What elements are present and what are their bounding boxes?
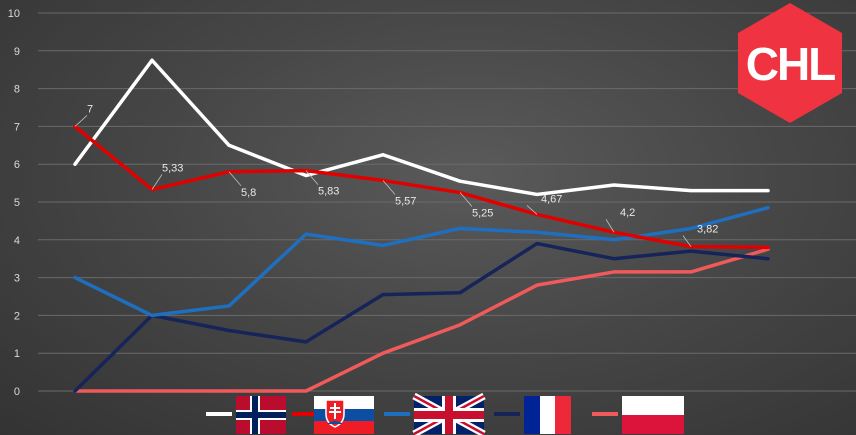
series-line-france bbox=[73, 241, 770, 393]
data-point-norway bbox=[535, 192, 539, 196]
y-tick-label: 9 bbox=[14, 46, 20, 58]
y-tick-label: 2 bbox=[14, 310, 20, 322]
data-point-france bbox=[689, 249, 693, 253]
data-point-france bbox=[227, 329, 231, 333]
data-label: 3,82 bbox=[697, 224, 718, 236]
data-point-norway bbox=[612, 183, 616, 187]
data-label: 7 bbox=[87, 103, 93, 115]
data-point-poland bbox=[458, 323, 462, 327]
data-label-leader bbox=[605, 219, 615, 233]
data-point-norway bbox=[73, 162, 77, 166]
data-point-poland bbox=[535, 283, 539, 287]
data-point-france bbox=[612, 257, 616, 261]
data-label: 5,25 bbox=[472, 208, 493, 220]
y-axis-ticks: 0 1 2 3 4 5 6 7 8 9 10 bbox=[8, 8, 20, 398]
y-tick-label: 0 bbox=[14, 386, 20, 398]
data-label-leader bbox=[682, 235, 692, 247]
data-point-norway bbox=[458, 179, 462, 183]
data-point-norway bbox=[227, 143, 231, 147]
data-point-great-britain bbox=[458, 226, 462, 230]
data-point-great-britain bbox=[73, 276, 77, 280]
y-tick-label: 7 bbox=[14, 121, 20, 133]
data-label: 4,2 bbox=[620, 207, 635, 219]
chl-logo: CHL bbox=[738, 3, 842, 123]
flag-france-icon bbox=[524, 396, 571, 434]
data-point-france bbox=[73, 389, 77, 393]
data-point-france bbox=[381, 293, 385, 297]
flag-slovakia-icon bbox=[314, 396, 374, 434]
data-point-great-britain bbox=[150, 313, 154, 317]
data-label-leader bbox=[228, 171, 242, 187]
data-point-norway bbox=[689, 189, 693, 193]
flag-great-britain-icon bbox=[412, 392, 486, 435]
series-line-slovakia bbox=[73, 124, 770, 250]
data-label-leader bbox=[459, 192, 473, 207]
data-label-leader bbox=[526, 205, 538, 215]
series-lines bbox=[73, 58, 770, 393]
data-label-leader bbox=[382, 180, 396, 195]
data-point-poland bbox=[689, 270, 693, 274]
data-label: 4,67 bbox=[541, 193, 562, 205]
data-point-france bbox=[458, 291, 462, 295]
data-label-leader bbox=[305, 170, 319, 185]
data-point-poland bbox=[612, 270, 616, 274]
y-tick-label: 5 bbox=[14, 197, 20, 209]
y-tick-label: 10 bbox=[8, 8, 20, 20]
data-point-france bbox=[535, 242, 539, 246]
y-tick-label: 1 bbox=[14, 348, 20, 360]
legend bbox=[206, 392, 684, 435]
data-point-great-britain bbox=[304, 232, 308, 236]
data-point-slovakia bbox=[766, 245, 770, 249]
data-point-norway bbox=[766, 189, 770, 193]
data-label: 5,83 bbox=[318, 186, 339, 198]
data-point-poland bbox=[150, 389, 154, 393]
data-label-leader bbox=[151, 174, 163, 190]
series-line-great-britain bbox=[73, 205, 770, 318]
series-line-poland bbox=[73, 247, 770, 393]
flag-norway-icon bbox=[236, 396, 286, 434]
data-point-poland bbox=[381, 351, 385, 355]
data-point-norway bbox=[150, 58, 154, 62]
data-point-great-britain bbox=[535, 230, 539, 234]
data-labels: 7 5,33 5,8 5,83 5,57 5,25 4,67 4,2 3,82 bbox=[74, 103, 718, 247]
y-tick-label: 3 bbox=[14, 273, 20, 285]
data-label-leader bbox=[74, 115, 88, 127]
data-point-poland bbox=[304, 389, 308, 393]
data-point-great-britain bbox=[381, 243, 385, 247]
logo-text: CHL bbox=[746, 38, 835, 90]
data-point-great-britain bbox=[689, 226, 693, 230]
series-line-norway bbox=[73, 58, 770, 197]
data-point-great-britain bbox=[227, 304, 231, 308]
y-tick-label: 6 bbox=[14, 159, 20, 171]
data-point-great-britain bbox=[766, 206, 770, 210]
gridlines bbox=[38, 12, 856, 392]
data-point-norway bbox=[381, 153, 385, 157]
data-point-norway bbox=[304, 174, 308, 178]
logo-hexagon bbox=[738, 3, 842, 123]
flag-poland-icon bbox=[622, 396, 684, 434]
data-point-france bbox=[304, 340, 308, 344]
data-label: 5,8 bbox=[241, 187, 256, 199]
data-label: 5,57 bbox=[395, 195, 416, 207]
data-point-great-britain bbox=[612, 238, 616, 242]
y-tick-label: 4 bbox=[14, 235, 20, 247]
data-label: 5,33 bbox=[162, 163, 183, 175]
data-point-france bbox=[766, 257, 770, 261]
y-tick-label: 8 bbox=[14, 84, 20, 96]
data-point-poland bbox=[227, 389, 231, 393]
